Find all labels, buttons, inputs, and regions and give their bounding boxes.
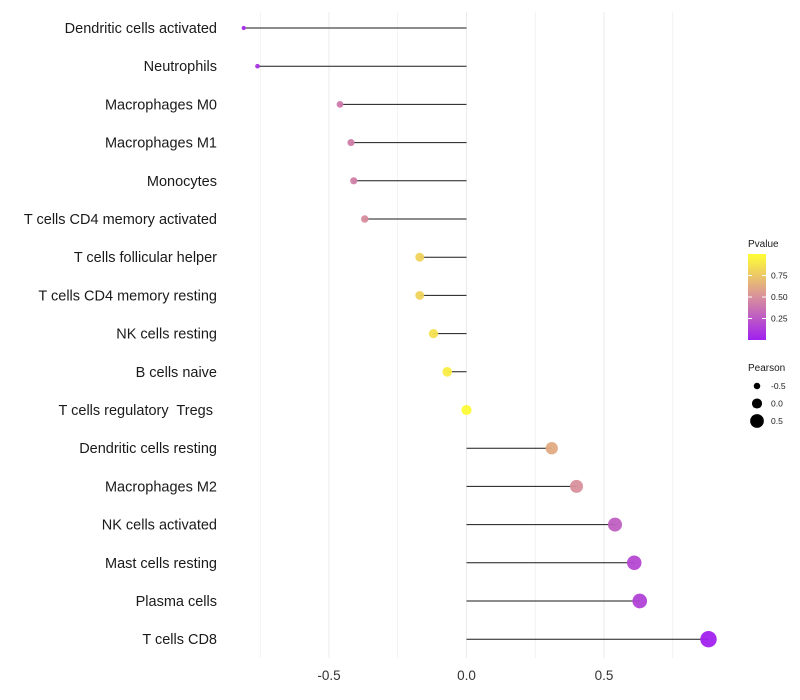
category-label: Plasma cells (136, 594, 217, 610)
lollipop-point (461, 404, 472, 416)
lollipop-point (700, 630, 717, 648)
category-label: Dendritic cells resting (79, 441, 217, 457)
x-tick-label: 0.0 (457, 668, 476, 683)
category-label: T cells regulatory Tregs (59, 403, 218, 419)
pearson-legend-title: Pearson (748, 363, 785, 374)
category-label: Macrophages M2 (105, 479, 217, 495)
lollipop-point (626, 555, 642, 571)
category-label: Mast cells resting (105, 556, 217, 572)
lollipop-point (415, 252, 425, 262)
pearson-legend: Pearson -0.5 0.0 0.5 (748, 363, 786, 428)
lollipop-point (415, 290, 425, 300)
category-label: Neutrophils (144, 59, 217, 75)
lollipop-point (336, 100, 344, 108)
lollipop-stems (243, 27, 709, 640)
category-label: NK cells activated (102, 518, 217, 534)
category-label: T cells CD4 memory resting (38, 288, 217, 304)
lollipop-points (241, 25, 717, 648)
lollipop-point (607, 517, 623, 532)
grid-lines (259, 12, 674, 658)
x-tick-label: -0.5 (317, 668, 340, 683)
category-label: Monocytes (147, 174, 217, 190)
category-label: T cells CD4 memory activated (24, 212, 217, 228)
x-tick-label: 0.5 (595, 668, 614, 683)
y-axis-category-labels: Dendritic cells activated Neutrophils Macr… (24, 21, 217, 648)
category-label: Macrophages M1 (105, 136, 217, 152)
pvalue-legend-title: Pvalue (748, 239, 779, 250)
pvalue-colorbar (748, 254, 766, 340)
lollipop-point (241, 25, 246, 31)
size-legend-label: 0.0 (771, 399, 783, 409)
lollipop-point (428, 328, 439, 339)
lollipop-point (347, 139, 355, 147)
category-label: Dendritic cells activated (65, 21, 217, 37)
category-label: T cells follicular helper (74, 250, 217, 266)
size-legend-label: 0.5 (771, 416, 783, 426)
size-legend-dot (753, 382, 761, 390)
pvalue-legend: Pvalue 0.75 0.50 0.25 (748, 239, 788, 340)
category-label: Macrophages M0 (105, 97, 217, 113)
colorbar-tick-label: 0.50 (771, 292, 788, 302)
lollipop-point (255, 63, 260, 69)
colorbar-tick-label: 0.75 (771, 271, 788, 281)
size-legend-dot (750, 414, 764, 428)
lollipop-point (632, 593, 648, 609)
lollipop-point (545, 442, 558, 455)
x-axis-tick-labels: -0.5 0.0 0.5 (317, 668, 613, 683)
category-label: B cells naive (136, 365, 217, 381)
size-legend-dot (751, 398, 763, 409)
lollipop-point (361, 215, 369, 223)
lollipop-point (570, 479, 583, 493)
lollipop-point (350, 177, 358, 185)
size-legend-label: -0.5 (771, 381, 786, 391)
colorbar-tick-label: 0.25 (771, 314, 788, 324)
lollipop-point (442, 366, 453, 377)
category-label: T cells CD8 (142, 632, 217, 648)
category-label: NK cells resting (116, 327, 217, 343)
